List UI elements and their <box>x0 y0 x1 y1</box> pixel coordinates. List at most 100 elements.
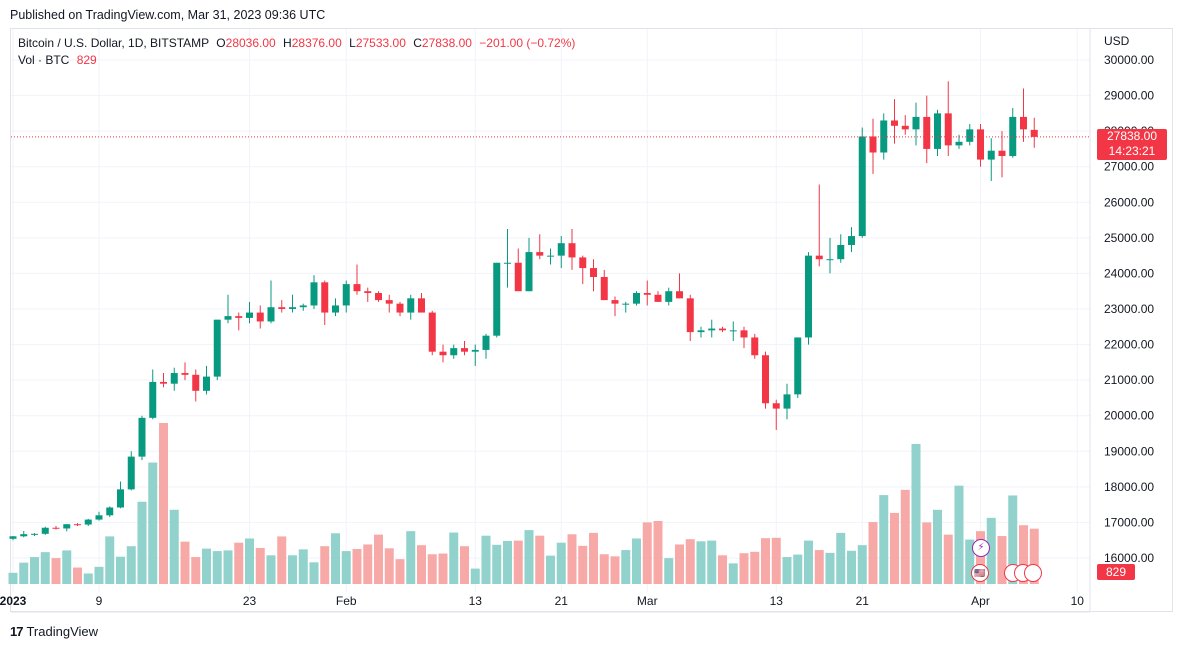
volume-bar <box>126 546 136 584</box>
candle-body <box>944 113 952 146</box>
x-tick-label: 13 <box>770 594 784 608</box>
candle-body <box>471 349 479 352</box>
candle-body <box>428 312 436 352</box>
volume-bar <box>73 567 82 584</box>
volume-bar <box>40 552 50 584</box>
candle-body <box>181 373 189 375</box>
candle-body <box>966 129 974 142</box>
candle-body <box>375 292 382 301</box>
volume-bar <box>976 531 985 584</box>
volume-bar <box>653 521 663 584</box>
volume-bar <box>933 509 942 584</box>
tradingview-logo-icon: 17 <box>10 624 24 639</box>
x-tick-label: 9 <box>96 594 103 608</box>
event-us-flag-glyph: 🇺🇸 <box>974 568 986 578</box>
volume-bar <box>8 572 18 584</box>
last-volume-tag: 829 <box>1097 564 1135 580</box>
candle-body <box>1030 129 1038 137</box>
candle-body <box>633 292 640 304</box>
legend-open-label: O <box>216 36 226 50</box>
volume-bar <box>986 517 996 584</box>
legend-low-value: 27533.00 <box>355 36 406 50</box>
volume-bar <box>503 540 512 584</box>
volume-bar <box>277 536 287 584</box>
candle-body <box>547 255 554 257</box>
volume-bar <box>470 568 480 584</box>
footer-branding[interactable]: 17 TradingView <box>10 624 98 639</box>
candle-body <box>278 307 286 309</box>
volume-bar <box>965 539 975 584</box>
x-tick-label: Apr <box>971 594 990 608</box>
volume-bar <box>288 555 297 584</box>
legend-symbol: Bitcoin / U.S. Dollar, 1D, BITSTAMP <box>18 36 209 50</box>
y-tick-label: 16000.00 <box>1104 551 1154 565</box>
legend-ohlc-row: Bitcoin / U.S. Dollar, 1D, BITSTAMP O280… <box>18 35 575 52</box>
volume-bar <box>352 549 362 584</box>
candle-body <box>74 524 81 526</box>
volume-bar <box>320 546 330 584</box>
legend-close-value: 27838.00 <box>421 36 472 50</box>
candle-body <box>450 348 458 356</box>
candle-body <box>52 527 60 529</box>
volume-bar <box>62 550 72 584</box>
volume-bar <box>696 541 706 584</box>
volume-bar <box>417 545 426 584</box>
volume-bar <box>1008 495 1018 584</box>
last-price-tag: 27838.00 14:23:21 <box>1097 129 1167 160</box>
candle-body <box>955 141 963 146</box>
footer-brand-name: TradingView <box>26 624 99 639</box>
volume-bar <box>814 550 824 584</box>
volume-bar <box>159 423 168 584</box>
candle-body <box>461 348 468 352</box>
volume-bar <box>685 539 695 584</box>
candle-body <box>987 150 995 160</box>
legend-volume-value: 829 <box>76 53 97 67</box>
volume-bar <box>363 544 373 584</box>
volume-bar <box>911 444 921 584</box>
candle-body <box>579 257 587 269</box>
candle-body <box>772 403 780 409</box>
candle-body <box>901 125 909 130</box>
candle-body <box>923 116 931 149</box>
volume-bar <box>642 522 652 584</box>
candle-body <box>332 305 339 313</box>
x-tick-label: 2023 <box>0 594 27 608</box>
legend-high-value: 28376.00 <box>291 36 342 50</box>
candle-body <box>783 394 791 409</box>
x-tick-label: 10 <box>1071 594 1085 608</box>
y-tick-label: 17000.00 <box>1104 515 1154 529</box>
volume-bar <box>137 501 147 584</box>
bar-countdown: 14:23:21 <box>1108 144 1156 158</box>
event-bolt-icon[interactable]: ⚡ <box>972 539 990 557</box>
volume-bar <box>632 538 641 584</box>
event-us-flag-icon[interactable]: 🇺🇸 <box>971 564 989 582</box>
y-tick-label: 27000.00 <box>1104 160 1154 174</box>
axis-currency-label: USD <box>1104 34 1130 48</box>
volume-bar <box>728 563 738 584</box>
volume-bar <box>739 553 749 584</box>
candle-body <box>611 300 619 304</box>
volume-bar <box>19 562 29 584</box>
candle-body <box>299 305 307 308</box>
candle-body <box>418 298 425 313</box>
x-tick-label: Mar <box>637 594 658 608</box>
legend-volume-label: Vol · BTC <box>18 53 70 67</box>
candle-body <box>891 120 898 126</box>
volume-bar <box>793 554 803 584</box>
candle-body <box>1009 116 1017 157</box>
volume-bar <box>202 548 211 584</box>
event-us-flag-icon[interactable] <box>1024 564 1042 582</box>
candle-body <box>9 536 17 539</box>
x-tick-label: 13 <box>469 594 483 608</box>
legend-low-label: L <box>349 36 356 50</box>
candle-body <box>235 316 243 318</box>
candle-body <box>138 417 146 457</box>
candle-body <box>439 351 447 356</box>
candle-body <box>353 284 361 292</box>
candle-body <box>600 276 608 301</box>
volume-bar <box>847 550 856 584</box>
y-tick-label: 24000.00 <box>1104 266 1154 280</box>
candle-body <box>998 150 1006 157</box>
legend-change: −201.00 (−0.72%) <box>479 36 576 50</box>
